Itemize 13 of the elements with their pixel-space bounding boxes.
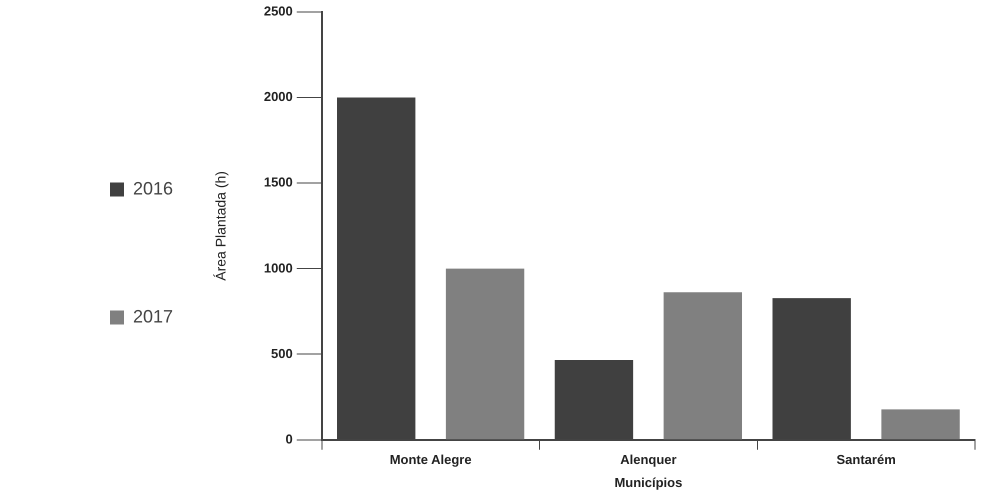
x-tick-label: Santarém: [836, 452, 896, 468]
y-tick-label: 0: [286, 431, 293, 446]
y-tick-label: 1500: [264, 174, 293, 190]
x-tick-label: Alenquer: [620, 452, 677, 468]
y-tick-label: 2000: [264, 89, 293, 104]
x-axis-title: Municípios: [614, 474, 682, 490]
y-axis-title: Área Plantada (h): [212, 171, 228, 281]
legend-label: 2016: [133, 178, 174, 198]
y-tick-label: 1000: [264, 260, 293, 276]
x-tick-label: Monte Alegre: [390, 452, 472, 468]
legend-label: 2017: [133, 306, 174, 326]
y-tick-label: 2500: [264, 4, 293, 19]
y-tick-label: 500: [271, 346, 293, 361]
